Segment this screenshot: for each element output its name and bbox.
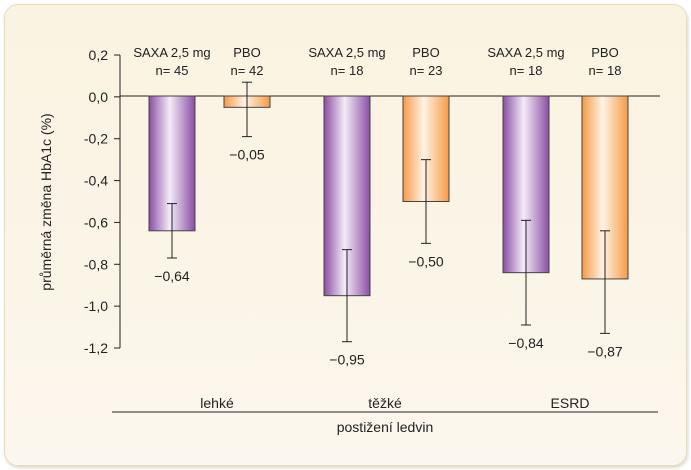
n-label: n= 18 bbox=[589, 63, 622, 78]
treatment-label: PBO bbox=[591, 45, 618, 60]
value-label: −0,87 bbox=[587, 343, 623, 359]
value-label: −0,95 bbox=[329, 352, 365, 368]
y-axis: 0,2 0,0 -0,2 -0,4 -0,6 -0,8 -1,0 -1,2 průměrná z… bbox=[38, 47, 660, 356]
y-tick-label: -0,4 bbox=[84, 173, 108, 189]
bar-group-0: SAXA 2,5 mg n= 45 −0,64 bbox=[133, 45, 210, 284]
bar-group-3: PBO n= 23 −0,50 bbox=[402, 45, 450, 269]
group-label: lehké bbox=[200, 395, 234, 411]
value-label: −0,84 bbox=[508, 335, 544, 351]
bar-group-1: PBO n= 42 −0,05 bbox=[223, 45, 271, 163]
n-label: n= 45 bbox=[156, 63, 189, 78]
y-tick-label: -1,0 bbox=[84, 298, 108, 314]
group-axis-title: postižení ledvin bbox=[337, 419, 434, 435]
treatment-label: SAXA 2,5 mg bbox=[133, 45, 210, 60]
treatment-label: PBO bbox=[412, 45, 439, 60]
treatment-label: PBO bbox=[233, 45, 260, 60]
n-label: n= 18 bbox=[331, 63, 364, 78]
group-label: těžké bbox=[368, 395, 402, 411]
group-label: ESRD bbox=[551, 395, 590, 411]
value-label: −0,64 bbox=[154, 268, 190, 284]
y-tick-label: -0,2 bbox=[84, 131, 108, 147]
y-tick-label: 0,0 bbox=[89, 89, 109, 105]
n-label: n= 42 bbox=[231, 63, 264, 78]
y-tick-label: 0,2 bbox=[89, 47, 109, 63]
y-axis-title: průměrná změna HbA1c (%) bbox=[38, 113, 54, 290]
bar-group-2: SAXA 2,5 mg n= 18 −0,95 bbox=[308, 45, 385, 368]
treatment-label: SAXA 2,5 mg bbox=[487, 45, 564, 60]
bar-group-5: PBO n= 18 −0,87 bbox=[581, 45, 629, 359]
y-tick-label: -1,2 bbox=[84, 340, 108, 356]
treatment-label: SAXA 2,5 mg bbox=[308, 45, 385, 60]
x-axis: lehké těžké ESRD postižení ledvin bbox=[112, 395, 658, 435]
n-label: n= 18 bbox=[510, 63, 543, 78]
n-label: n= 23 bbox=[410, 63, 443, 78]
y-tick-label: -0,8 bbox=[84, 256, 108, 272]
value-label: −0,50 bbox=[408, 253, 444, 269]
y-tick-label: -0,6 bbox=[84, 214, 108, 230]
bars: SAXA 2,5 mg n= 45 −0,64 PBO n= 42 −0,05 SAXA 2… bbox=[133, 45, 629, 368]
value-label: −0,05 bbox=[229, 147, 265, 163]
bar-group-4: SAXA 2,5 mg n= 18 −0,84 bbox=[487, 45, 564, 351]
